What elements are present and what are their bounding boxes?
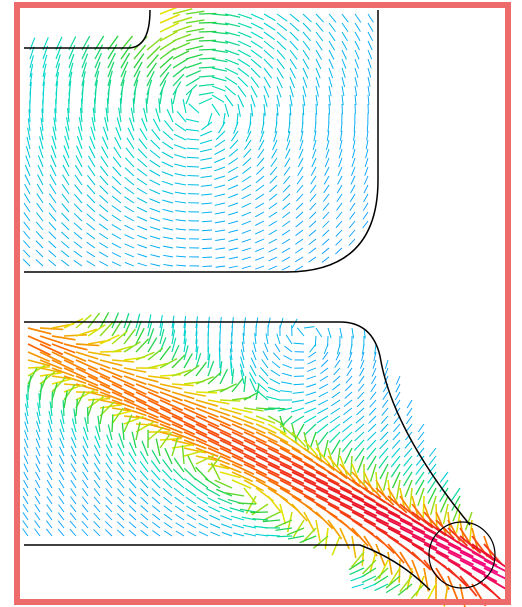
velocity-vector	[64, 335, 87, 336]
velocity-vector	[208, 347, 209, 360]
velocity-vector	[196, 392, 217, 393]
velocity-vector	[120, 98, 121, 113]
velocity-vector	[277, 536, 292, 537]
velocity-vector	[107, 98, 108, 113]
velocity-vector	[399, 560, 400, 583]
velocity-vector	[202, 266, 212, 267]
velocity-vector	[266, 535, 280, 536]
velocity-vector	[100, 351, 122, 352]
velocity-vector	[220, 400, 240, 401]
velocity-vector	[202, 257, 212, 258]
velocity-vector	[238, 503, 256, 504]
background	[0, 0, 522, 607]
velocity-vector	[112, 414, 113, 432]
velocity-vector	[187, 157, 199, 158]
velocity-vector	[63, 400, 64, 416]
flow-field-image	[0, 0, 522, 607]
velocity-vector	[250, 512, 268, 513]
velocity-vector	[202, 248, 212, 249]
velocity-vector	[329, 104, 330, 114]
velocity-vector	[133, 98, 134, 113]
velocity-vector	[423, 496, 424, 517]
page: {} html, body { margin: 0; padding: 0; w…	[0, 0, 522, 607]
body: (() => { const data = JSON.parse(documen…	[0, 0, 522, 607]
velocity-vector	[187, 166, 199, 167]
